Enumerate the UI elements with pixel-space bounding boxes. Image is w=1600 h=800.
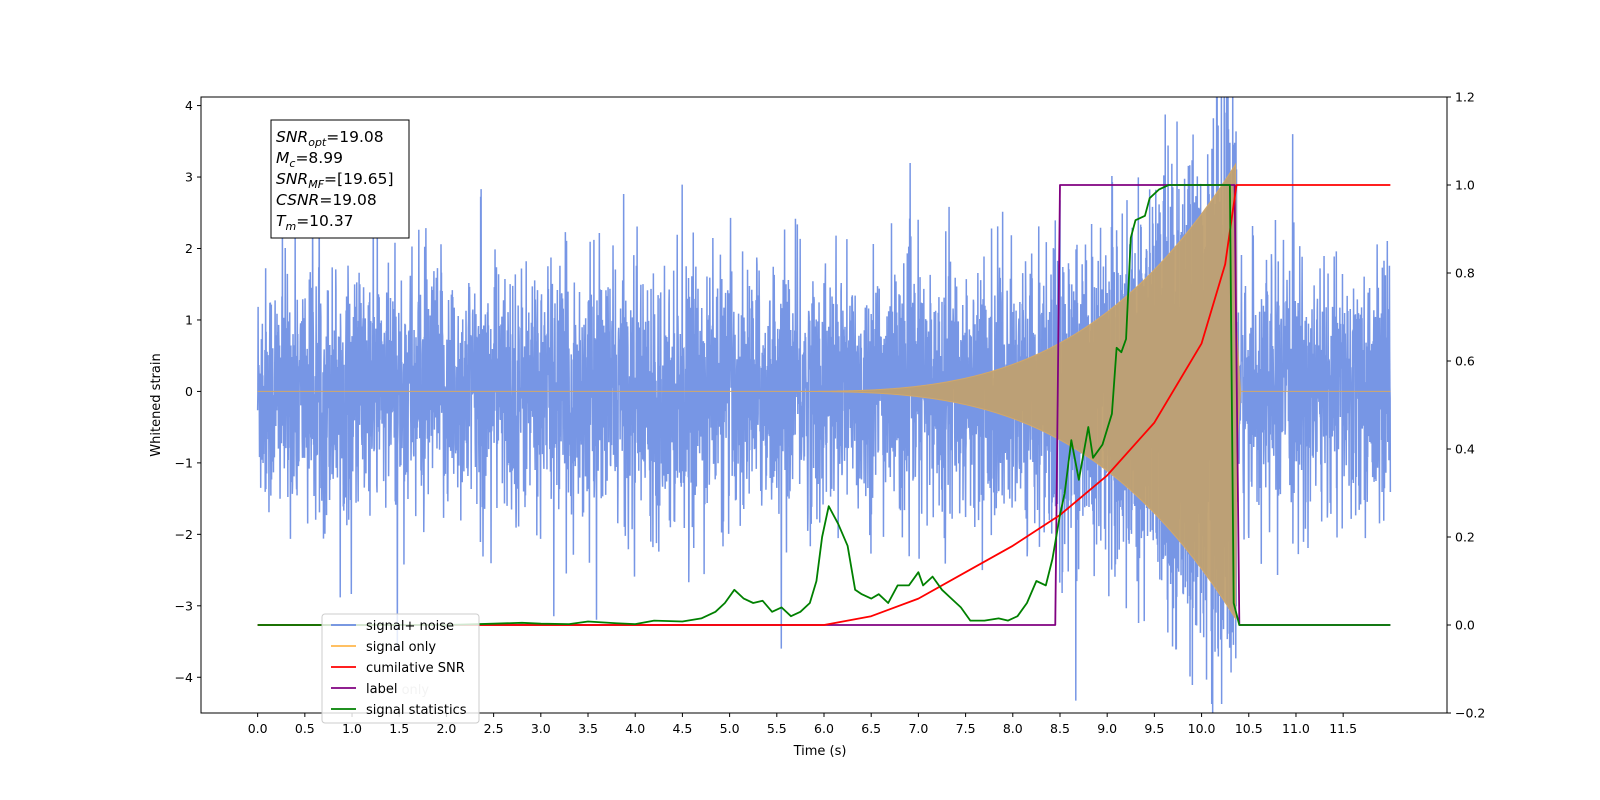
annotation-line: Tm=10.37 <box>276 212 354 233</box>
annotation-frame <box>270 119 410 239</box>
legend-frame <box>321 613 480 724</box>
legend-entry: signal statistics <box>366 703 467 718</box>
x-tick-label: 4.0 <box>625 721 645 736</box>
annotation-line: Mc=8.99 <box>276 149 343 170</box>
y-right-tick-label: 1.2 <box>1455 90 1475 105</box>
x-tick-label: 8.0 <box>1003 721 1023 736</box>
x-tick-label: 0.0 <box>248 721 268 736</box>
y-left-tick-label: 3 <box>185 170 193 185</box>
x-tick-label: 7.0 <box>908 721 928 736</box>
x-tick-label: 4.5 <box>672 721 692 736</box>
x-tick-label: 2.0 <box>436 721 456 736</box>
annotation-box: SNRopt=19.08Mc=8.99SNRMF=[19.65]CSNR=19.… <box>270 119 410 239</box>
y-left-tick-label: −2 <box>175 527 193 542</box>
x-tick-label: 5.5 <box>767 721 787 736</box>
y-left-tick-label: 0 <box>185 384 193 399</box>
series-cumulative-snr <box>257 184 1391 626</box>
x-tick-label: 11.5 <box>1329 721 1357 736</box>
legend-entry: cumilative SNR <box>366 661 465 676</box>
x-tick-label: 6.0 <box>814 721 834 736</box>
x-tick-label: 6.5 <box>861 721 881 736</box>
y-axis-label: Whitened strain <box>149 353 164 456</box>
x-tick-label: 5.0 <box>720 721 740 736</box>
y-right-tick-label: 0.0 <box>1455 618 1475 633</box>
x-tick-label: 0.5 <box>295 721 315 736</box>
x-tick-label: 9.0 <box>1097 721 1117 736</box>
x-tick-label: 10.5 <box>1235 721 1263 736</box>
axes-group: 0.0 0.5 1.0 1.5 2.0 2.5 3.0 3.5 4.0 4.5 5.0 5.5 6.0 6… <box>175 90 1486 737</box>
plot-series-group <box>256 97 1392 713</box>
legend-entry: signal only <box>366 640 436 655</box>
x-tick-label: 10.0 <box>1188 721 1216 736</box>
series-signal-only <box>257 162 1391 621</box>
x-tick-label: 7.5 <box>956 721 976 736</box>
annotation-line: SNRopt=19.08 <box>276 128 384 149</box>
x-tick-label: 1.5 <box>389 721 409 736</box>
y-right-tick-label: 0.8 <box>1455 266 1475 281</box>
y-left-tick-label: 2 <box>185 241 193 256</box>
y-right-tick-label: 0.6 <box>1455 354 1475 369</box>
y-left-tick-label: −4 <box>175 670 193 685</box>
y-left-tick-label: 4 <box>185 98 193 113</box>
x-tick-label: 11.0 <box>1282 721 1310 736</box>
y-right-tick-label: 0.2 <box>1455 530 1475 545</box>
annotation-line: CSNR=19.08 <box>276 191 377 209</box>
y-left-tick-label: −3 <box>175 598 193 613</box>
y-left-tick-label: −1 <box>175 455 193 470</box>
annotation-line: SNRMF=[19.65] <box>276 170 394 191</box>
x-tick-label: 8.5 <box>1050 721 1070 736</box>
legend-entry: signal+ noise <box>366 619 454 634</box>
x-tick-label: 2.5 <box>484 721 504 736</box>
x-tick-label: 9.5 <box>1144 721 1164 736</box>
y-right-tick-label: −0.2 <box>1455 706 1485 721</box>
y-left-tick-label: 1 <box>185 312 193 327</box>
legend-entry: label <box>366 682 397 697</box>
series-signal-statistics <box>257 184 1391 626</box>
y-right-tick-label: 0.4 <box>1455 442 1475 457</box>
x-axis-label: Time (s) <box>793 744 847 759</box>
x-tick-label: 3.0 <box>531 721 551 736</box>
x-tick-label: 1.0 <box>342 721 362 736</box>
x-tick-label: 3.5 <box>578 721 598 736</box>
y-right-tick-label: 1.0 <box>1455 178 1475 193</box>
